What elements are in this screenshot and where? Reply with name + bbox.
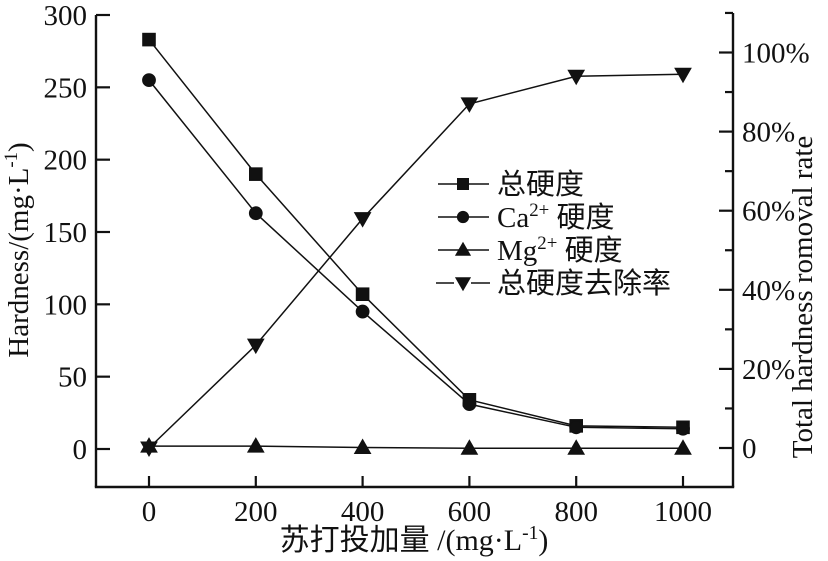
series-total-hardness-point-square-marker-icon [355,287,370,302]
series-total-hardness-point-square-marker-icon [142,32,156,47]
series-line-mg-hardness [149,445,683,450]
legend-label-removal-rate: 总硬度去除率 [497,267,671,300]
series-line-total-hardness [148,39,684,429]
y-right-tick-label: 40% [742,275,795,307]
series-ca-hardness-point-circle-marker-icon [355,304,370,319]
y-left-tick-label: 150 [44,217,88,249]
series-mg-hardness-point-triangle-up-marker-icon [246,437,265,453]
x-tick-label: 200 [234,496,278,528]
series-mg-hardness-point-triangle-up-marker-icon [460,439,479,455]
legend-entry-total-hardness: 总硬度 [438,168,584,201]
y-right-tick-label: 60% [742,196,795,228]
x-tick-label: 600 [448,496,492,528]
series-ca-hardness-point-circle-marker-icon [462,397,477,412]
y-left-tick-label: 300 [44,0,88,32]
y-right-tick-label: 100% [742,38,810,70]
series-ca-hardness-point-circle-marker-icon [676,421,690,436]
legend-mg-hardness-triangle-up-marker-icon [454,241,472,256]
series-ca-hardness-point-circle-marker-icon [569,420,584,435]
series-line-ca-hardness [148,79,684,430]
y-left-axis-title: Hardness/(mg·L-1) [1,142,35,357]
legend-entry-removal-rate: 总硬度去除率 [436,267,671,300]
y-right-tick-label: 20% [742,354,795,386]
series-ca-hardness-point-circle-marker-icon [248,206,263,221]
y-right-tick-label: 80% [742,117,795,149]
legend-ca-hardness-circle-marker-icon [456,210,470,224]
series-line-removal-rate [148,73,684,449]
legend-removal-rate-triangle-down-marker-icon [454,277,472,292]
series-removal-rate-point-triangle-down-marker-icon [674,67,692,84]
series-mg-hardness-point-triangle-up-marker-icon [674,439,692,455]
legend-total-hardness-square-marker-icon [457,178,469,190]
series-removal-rate-point-triangle-down-marker-icon [140,441,158,458]
series-removal-rate-point-triangle-down-marker-icon [353,212,372,228]
y-left-tick-label: 50 [58,362,87,394]
x-tick-label: 400 [341,496,385,528]
legend-label-mg-hardness: Mg2+ 硬度 [497,233,623,267]
y-left-tick-label: 250 [44,72,88,104]
series-mg-hardness-point-triangle-up-marker-icon [567,439,586,455]
x-tick-label: 800 [554,496,598,528]
y-right-tick-label: 0 [742,433,757,465]
series-removal-rate-point-triangle-down-marker-icon [460,97,479,113]
series-removal-rate-point-triangle-down-marker-icon [246,338,265,355]
series-removal-rate-point-triangle-down-marker-icon [567,69,586,86]
series-mg-hardness-point-triangle-up-marker-icon [353,438,372,455]
y-left-tick-label: 0 [73,434,88,466]
x-tick-label: 1000 [654,496,712,528]
legend-label-total-hardness: 总硬度 [497,168,584,201]
series-total-hardness-point-square-marker-icon [249,167,263,181]
legend-label-ca-hardness: Ca2+ 硬度 [497,200,615,234]
y-left-tick-label: 200 [44,145,88,177]
y-right-axis-title: Total hardness romoval rate [787,136,819,459]
legend-entry-mg-hardness: Mg2+ 硬度 [438,233,623,267]
y-left-tick-label: 100 [44,289,88,321]
series-ca-hardness-point-circle-marker-icon [142,73,156,87]
legend-entry-ca-hardness: Ca2+ 硬度 [438,200,615,234]
x-axis-title: 苏打投加量 /(mg·L-1) [280,523,549,557]
x-tick-label: 0 [142,496,157,528]
